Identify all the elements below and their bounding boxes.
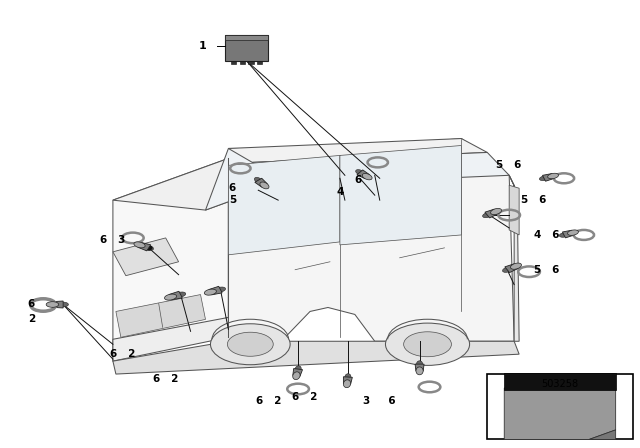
Polygon shape xyxy=(209,286,222,295)
Text: 6   2: 6 2 xyxy=(110,349,136,359)
Text: 6: 6 xyxy=(228,183,236,193)
Bar xyxy=(248,61,253,64)
Polygon shape xyxy=(563,230,574,238)
Text: 6   2: 6 2 xyxy=(255,396,281,406)
Polygon shape xyxy=(205,148,345,210)
Polygon shape xyxy=(138,242,151,251)
Ellipse shape xyxy=(211,324,290,365)
Polygon shape xyxy=(113,159,320,210)
Text: 6: 6 xyxy=(28,300,35,310)
Ellipse shape xyxy=(416,367,423,375)
Bar xyxy=(240,61,245,64)
Polygon shape xyxy=(228,155,340,255)
Text: 5   6: 5 6 xyxy=(534,265,560,275)
Polygon shape xyxy=(228,138,514,341)
Polygon shape xyxy=(543,173,554,181)
Polygon shape xyxy=(415,364,424,371)
Polygon shape xyxy=(344,377,353,384)
Ellipse shape xyxy=(292,372,300,379)
Ellipse shape xyxy=(295,366,301,372)
Polygon shape xyxy=(255,178,268,187)
Text: 6   2: 6 2 xyxy=(153,374,179,384)
Polygon shape xyxy=(357,170,369,179)
Polygon shape xyxy=(52,301,63,308)
Polygon shape xyxy=(340,146,461,245)
Ellipse shape xyxy=(46,302,59,307)
Ellipse shape xyxy=(568,230,579,235)
Ellipse shape xyxy=(417,361,422,367)
Ellipse shape xyxy=(491,208,502,215)
Ellipse shape xyxy=(58,302,68,307)
Ellipse shape xyxy=(511,263,522,269)
Polygon shape xyxy=(113,318,228,361)
Ellipse shape xyxy=(164,294,177,300)
Polygon shape xyxy=(504,373,616,390)
Ellipse shape xyxy=(385,323,470,366)
Text: 4: 4 xyxy=(336,187,344,197)
Text: 6: 6 xyxy=(354,175,362,185)
Text: 5   6: 5 6 xyxy=(522,195,547,205)
Polygon shape xyxy=(505,264,518,272)
Ellipse shape xyxy=(548,173,559,179)
Text: 3     6: 3 6 xyxy=(364,396,396,406)
Bar xyxy=(487,374,632,439)
Polygon shape xyxy=(252,152,509,185)
Bar xyxy=(257,61,262,64)
Ellipse shape xyxy=(540,176,548,181)
Ellipse shape xyxy=(362,173,372,180)
Text: 6   3: 6 3 xyxy=(100,235,125,245)
Ellipse shape xyxy=(483,212,492,218)
Text: 503258: 503258 xyxy=(541,379,579,389)
Text: 6   2: 6 2 xyxy=(292,392,317,402)
Text: 1: 1 xyxy=(199,41,207,51)
Text: 2: 2 xyxy=(28,314,35,324)
Bar xyxy=(225,35,268,40)
Ellipse shape xyxy=(356,170,364,175)
Polygon shape xyxy=(116,294,205,337)
Polygon shape xyxy=(293,369,303,376)
Bar xyxy=(231,61,236,64)
Circle shape xyxy=(145,245,152,250)
Ellipse shape xyxy=(502,267,512,272)
Ellipse shape xyxy=(144,246,154,250)
Ellipse shape xyxy=(255,177,262,183)
Ellipse shape xyxy=(344,380,351,388)
Ellipse shape xyxy=(559,233,568,237)
Polygon shape xyxy=(509,185,519,235)
Polygon shape xyxy=(485,209,498,218)
Text: 5   6: 5 6 xyxy=(497,160,522,170)
Polygon shape xyxy=(228,138,487,162)
Polygon shape xyxy=(509,175,519,341)
Ellipse shape xyxy=(260,182,269,189)
Text: 5: 5 xyxy=(228,195,236,205)
Ellipse shape xyxy=(175,292,186,297)
Text: 4   6: 4 6 xyxy=(534,230,560,240)
Ellipse shape xyxy=(204,289,216,295)
Ellipse shape xyxy=(404,332,451,357)
Polygon shape xyxy=(589,430,616,439)
Ellipse shape xyxy=(134,242,145,248)
Polygon shape xyxy=(169,291,182,300)
Polygon shape xyxy=(504,388,616,439)
Bar xyxy=(225,35,268,61)
Ellipse shape xyxy=(227,332,273,356)
Polygon shape xyxy=(113,341,519,374)
Polygon shape xyxy=(113,159,228,361)
Ellipse shape xyxy=(345,374,351,380)
Polygon shape xyxy=(113,238,179,276)
Ellipse shape xyxy=(215,287,225,292)
